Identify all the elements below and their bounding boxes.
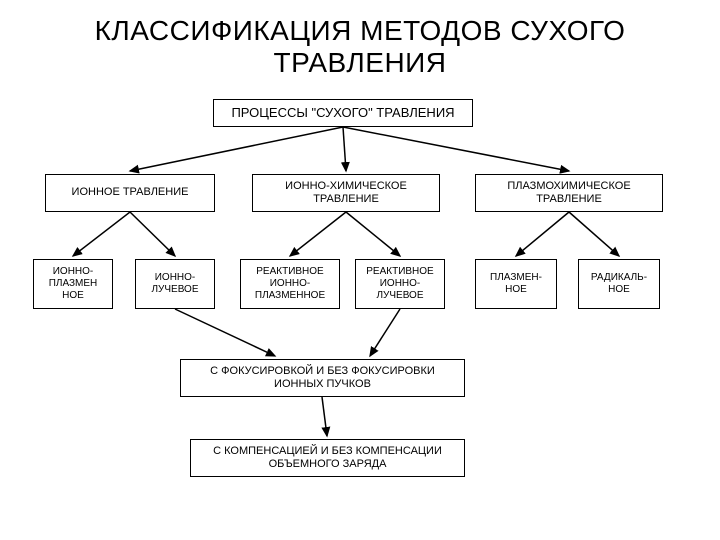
node-ion-chemical-etching: ИОННО-ХИМИЧЕСКОЕ ТРАВЛЕНИЕ	[252, 174, 440, 212]
node-ion-beam: ИОННО-ЛУЧЕВОЕ	[135, 259, 215, 309]
node-focusing: С ФОКУСИРОВКОЙ И БЕЗ ФОКУСИРОВКИ ИОННЫХ …	[180, 359, 465, 397]
node-reactive-ion-plasma: РЕАКТИВНОЕ ИОННО-ПЛАЗМЕННОЕ	[240, 259, 340, 309]
node-reactive-ion-beam: РЕАКТИВНОЕ ИОННО-ЛУЧЕВОЕ	[355, 259, 445, 309]
diagram-canvas: ПРОЦЕССЫ "СУХОГО" ТРАВЛЕНИЯ ИОННОЕ ТРАВЛ…	[15, 99, 705, 519]
node-ion-plasma: ИОННО-ПЛАЗМЕН НОЕ	[33, 259, 113, 309]
node-compensation: С КОМПЕНСАЦИЕЙ И БЕЗ КОМПЕНСАЦИИ ОБЪЕМНО…	[190, 439, 465, 477]
page-title: КЛАССИФИКАЦИЯ МЕТОДОВ СУХОГО ТРАВЛЕНИЯ	[15, 15, 705, 79]
node-plasma-chemical-etching: ПЛАЗМОХИМИЧЕСКОЕ ТРАВЛЕНИЕ	[475, 174, 663, 212]
node-root: ПРОЦЕССЫ "СУХОГО" ТРАВЛЕНИЯ	[213, 99, 473, 127]
node-ion-etching: ИОННОЕ ТРАВЛЕНИЕ	[45, 174, 215, 212]
node-plasma: ПЛАЗМЕН-НОЕ	[475, 259, 557, 309]
node-radical: РАДИКАЛЬ-НОЕ	[578, 259, 660, 309]
